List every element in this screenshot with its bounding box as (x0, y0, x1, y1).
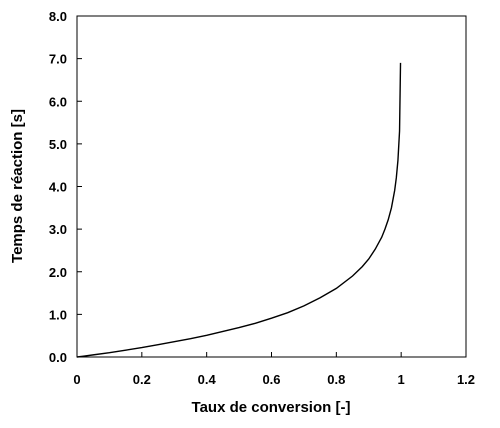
y-tick-label: 0.0 (49, 350, 67, 365)
x-tick-label: 0.8 (327, 372, 345, 387)
x-tick-label: 1 (398, 372, 405, 387)
x-tick-label: 0.6 (262, 372, 280, 387)
y-tick-label: 7.0 (49, 52, 67, 67)
y-tick-label: 4.0 (49, 180, 67, 195)
x-tick-label: 1.2 (457, 372, 475, 387)
y-tick-label: 6.0 (49, 94, 67, 109)
y-tick-label: 3.0 (49, 222, 67, 237)
x-tick-label: 0 (73, 372, 80, 387)
y-tick-label: 5.0 (49, 137, 67, 152)
y-tick-label: 1.0 (49, 307, 67, 322)
y-tick-label: 2.0 (49, 265, 67, 280)
x-axis-ticks: 0 0.2 0.4 0.6 0.8 1 1.2 (73, 352, 475, 387)
plot-area-frame (76, 15, 467, 358)
x-tick-label: 0.2 (133, 372, 151, 387)
y-axis-title: Temps de réaction [s] (9, 109, 26, 263)
x-tick-label: 0.4 (198, 372, 217, 387)
x-axis-title: Taux de conversion [-] (192, 399, 351, 416)
y-axis-ticks: 0.0 1.0 2.0 3.0 4.0 5.0 6.0 7.0 8.0 (49, 9, 82, 365)
series-line (76, 62, 402, 358)
y-tick-label: 8.0 (49, 9, 67, 24)
